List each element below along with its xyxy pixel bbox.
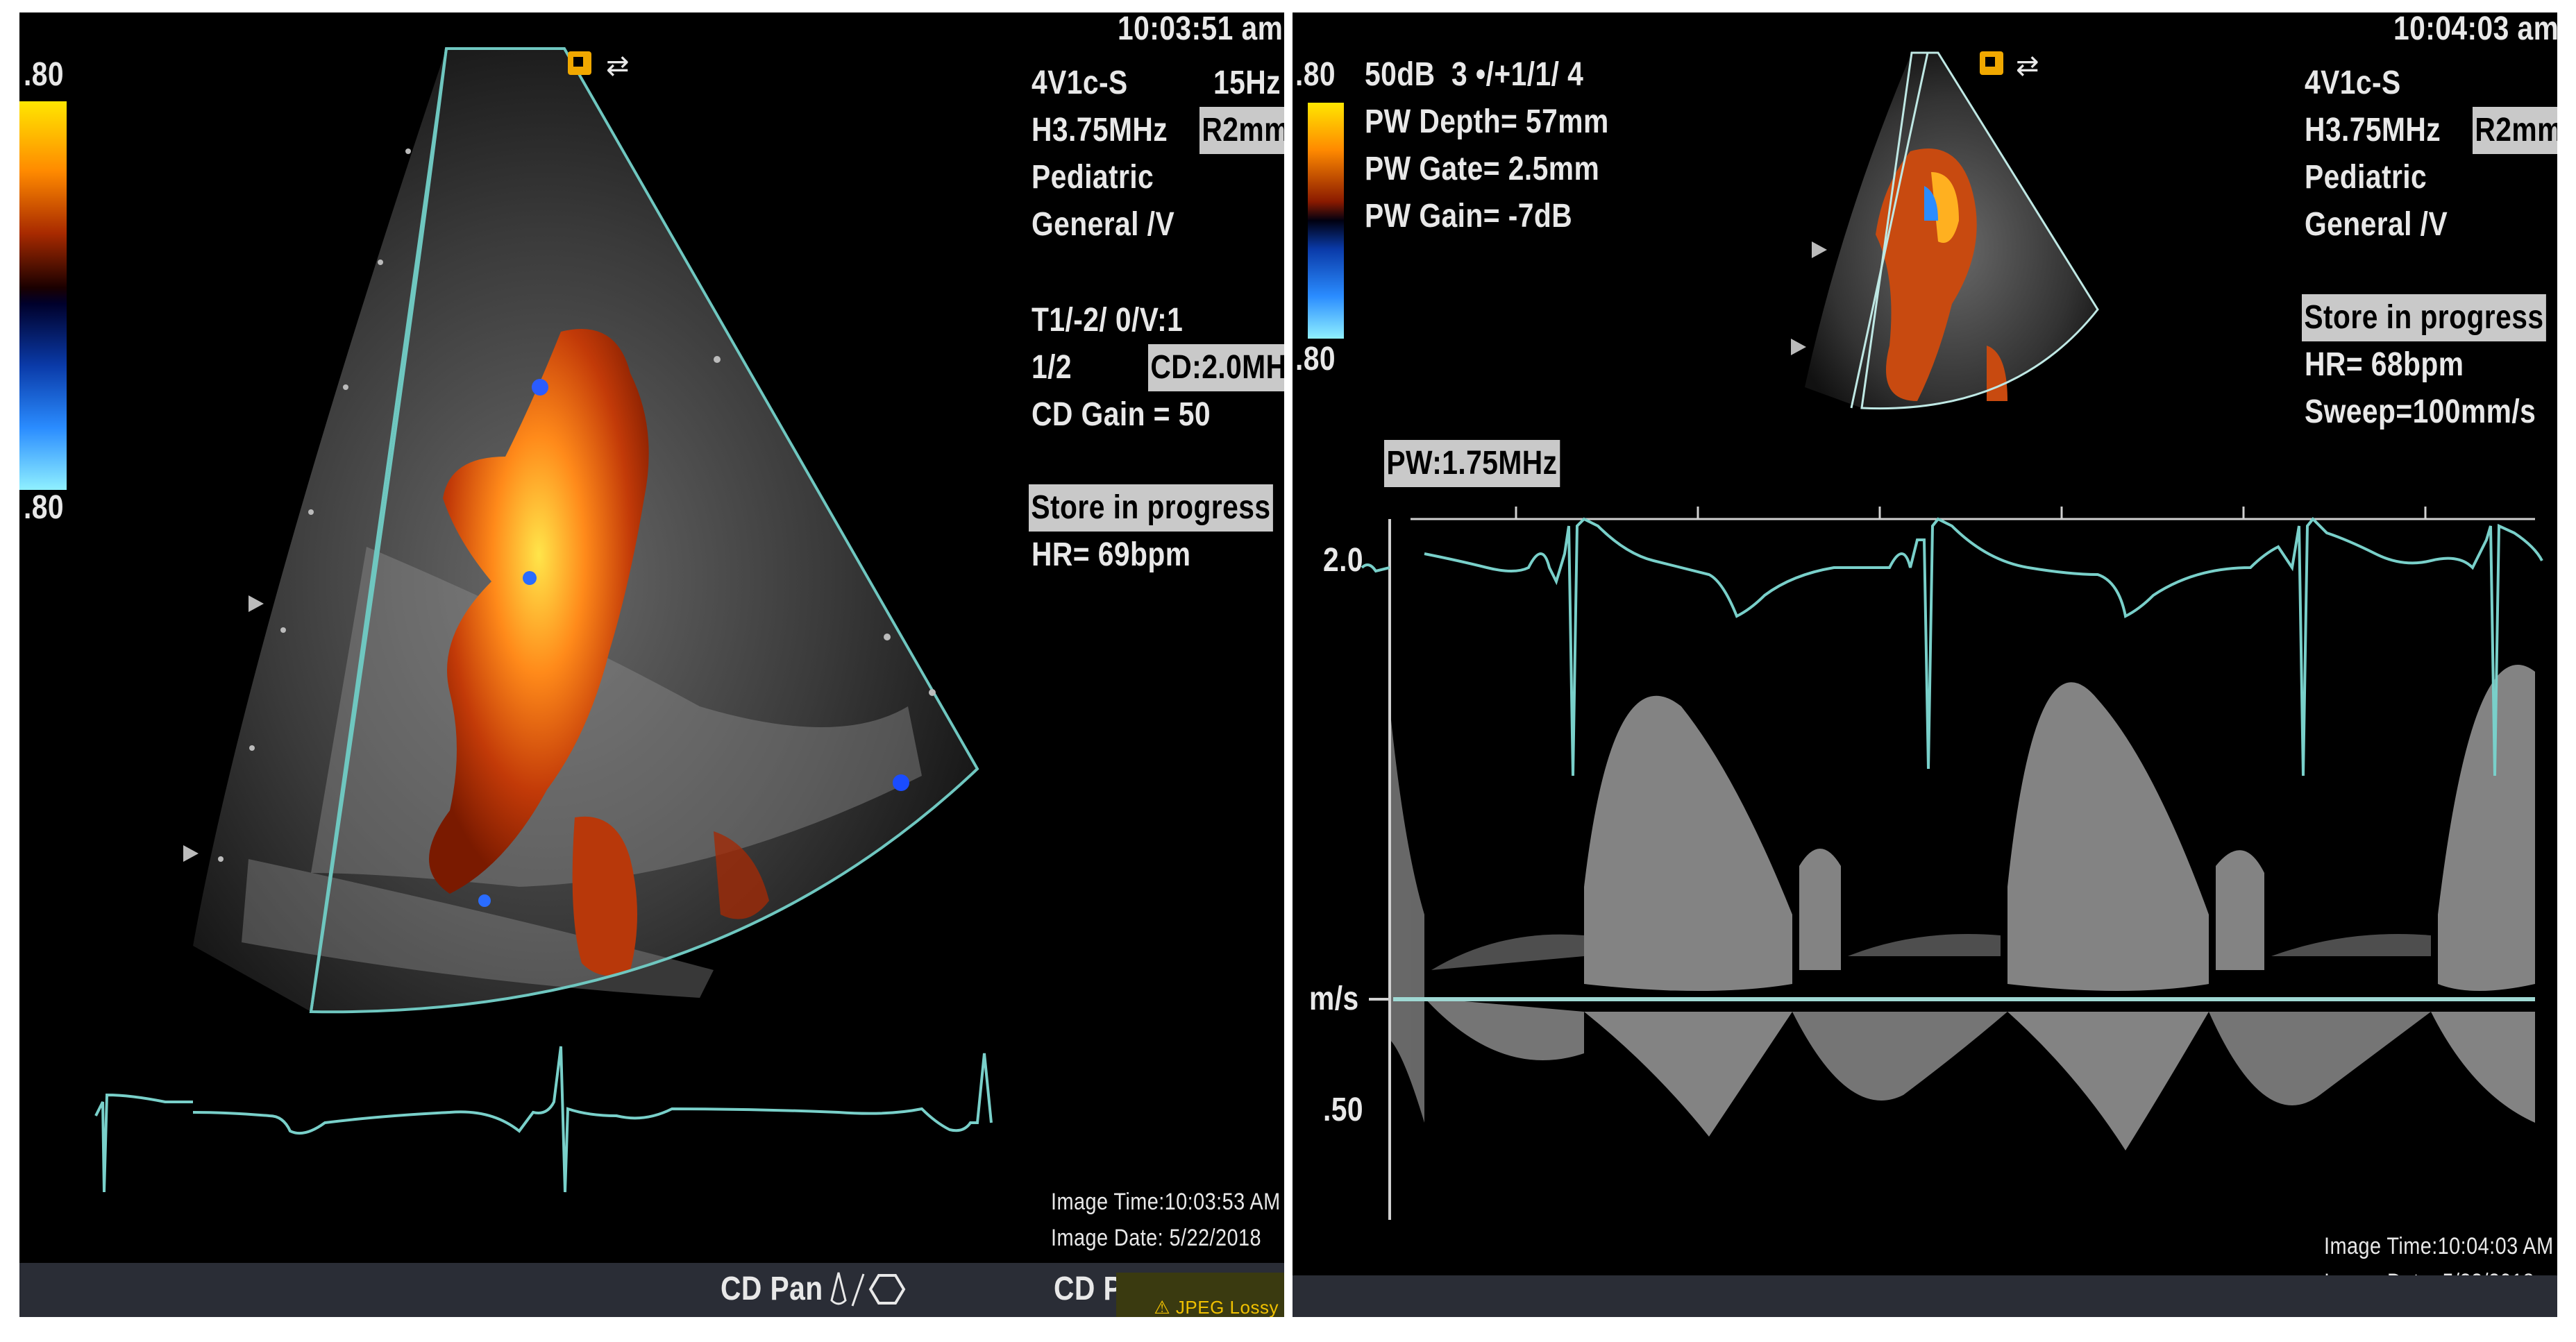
zoom-label: R2mm: [2473, 107, 2557, 154]
bottom-status-bar: CD Pan CD P ⚠ JPEG Lossy 21:1: [19, 1263, 1284, 1317]
svg-text:⇄: ⇄: [2016, 50, 2039, 82]
doppler-spectrum: [1390, 665, 2535, 1150]
cd-pan-icon[interactable]: [825, 1266, 908, 1314]
pw-gain: PW Gain= -7dB: [1365, 198, 1573, 235]
spectral-doppler-area: [1390, 519, 2535, 1220]
settings-line-2: 1/2: [1032, 349, 1072, 386]
frame-rate: 15Hz: [1213, 65, 1281, 101]
mini-sector-outline: [1860, 51, 2099, 410]
axis-top-label: 2.0: [1323, 542, 1363, 579]
image-time: Image Time:10:04:03 AM: [2324, 1233, 2554, 1259]
preset-label: Pediatric: [2305, 159, 2427, 196]
pw-gate: PW Gate= 2.5mm: [1365, 151, 1600, 187]
focus-marker-2-icon: [1791, 339, 1806, 355]
settings-line-1: T1/-2/ 0/V:1: [1032, 302, 1184, 339]
sector-outline: [309, 47, 979, 1014]
pw-depth: PW Depth= 57mm: [1365, 103, 1609, 140]
svg-text:⇄: ⇄: [606, 50, 630, 82]
store-status: Store in progress: [2302, 294, 2546, 341]
velocity-color-scale: [19, 101, 67, 490]
cd-pan-label: CD Pan: [721, 1271, 823, 1307]
frequency-label: H3.75MHz: [2305, 112, 2441, 148]
right-panel-graphics: ⇄: [1308, 50, 2543, 1220]
orientation-icon: ⇄: [1980, 50, 2039, 82]
cd-pan-label-2: CD P: [1054, 1271, 1123, 1307]
scale-top-value: .80: [24, 56, 64, 93]
focus-marker-icon: [1812, 241, 1827, 258]
right-ultrasound-panel: ⇄: [1293, 12, 2557, 1317]
jpeg-lossy-badge: ⚠ JPEG Lossy 21:1: [1116, 1273, 1284, 1317]
sweep-speed: Sweep=100mm/s: [2305, 393, 2536, 430]
ecg-trace: [1361, 517, 2543, 776]
ecg-trace: [94, 1046, 993, 1193]
time-ticks: [1515, 507, 2427, 519]
cd-gain: CD Gain = 50: [1032, 396, 1211, 433]
heart-rate: HR= 68bpm: [2305, 346, 2464, 383]
bottom-status-bar: [1293, 1275, 2557, 1317]
orientation-icon: ⇄: [568, 50, 630, 82]
focus-marker-2-icon: [183, 845, 199, 862]
frequency-label: H3.75MHz: [1032, 112, 1168, 148]
pw-frequency: PW:1.75MHz: [1384, 440, 1560, 487]
image-time: Image Time:10:03:53 AM: [1051, 1189, 1281, 1215]
jpeg-badge-text: JPEG Lossy 21:1: [1175, 1297, 1284, 1317]
axis-unit-label: m/s: [1309, 980, 1359, 1017]
focus-marker-icon: [249, 595, 264, 612]
axis-bottom-label: .50: [1323, 1092, 1363, 1128]
clock-time: 10:04:03 am: [2393, 12, 2557, 47]
preset-label: Pediatric: [1032, 159, 1154, 196]
image-date: Image Date: 5/22/2018: [1051, 1225, 1261, 1251]
depth-markers: [218, 148, 936, 862]
zoom-label: R2mm: [1199, 107, 1284, 154]
scale-bottom-value: .80: [1295, 341, 1336, 377]
cd-frequency: CD:2.0MHz: [1148, 344, 1284, 391]
velocity-color-scale: [1308, 103, 1344, 339]
probe-label: 4V1c-S: [1032, 65, 1128, 101]
color-doppler-jet: [429, 329, 649, 894]
heart-rate: HR= 69bpm: [1032, 536, 1191, 573]
left-ultrasound-panel: ⇄ .80 .80 10:03:51 am 4V1c-S 15Hz H3.75M…: [19, 12, 1284, 1317]
left-panel-graphics: ⇄: [19, 47, 993, 1193]
mode-label: General /V: [1032, 206, 1175, 243]
store-status: Store in progress: [1029, 484, 1273, 532]
scale-bottom-value: .80: [24, 489, 64, 526]
probe-label: 4V1c-S: [2305, 65, 2401, 101]
scale-top-value: .80: [1295, 56, 1336, 93]
clock-time: 10:03:51 am: [1118, 12, 1283, 47]
gain-line: 50dB 3 •/+1/1/ 4: [1365, 56, 1584, 93]
warning-icon: ⚠: [1154, 1297, 1176, 1317]
mode-label: General /V: [2305, 206, 2448, 243]
